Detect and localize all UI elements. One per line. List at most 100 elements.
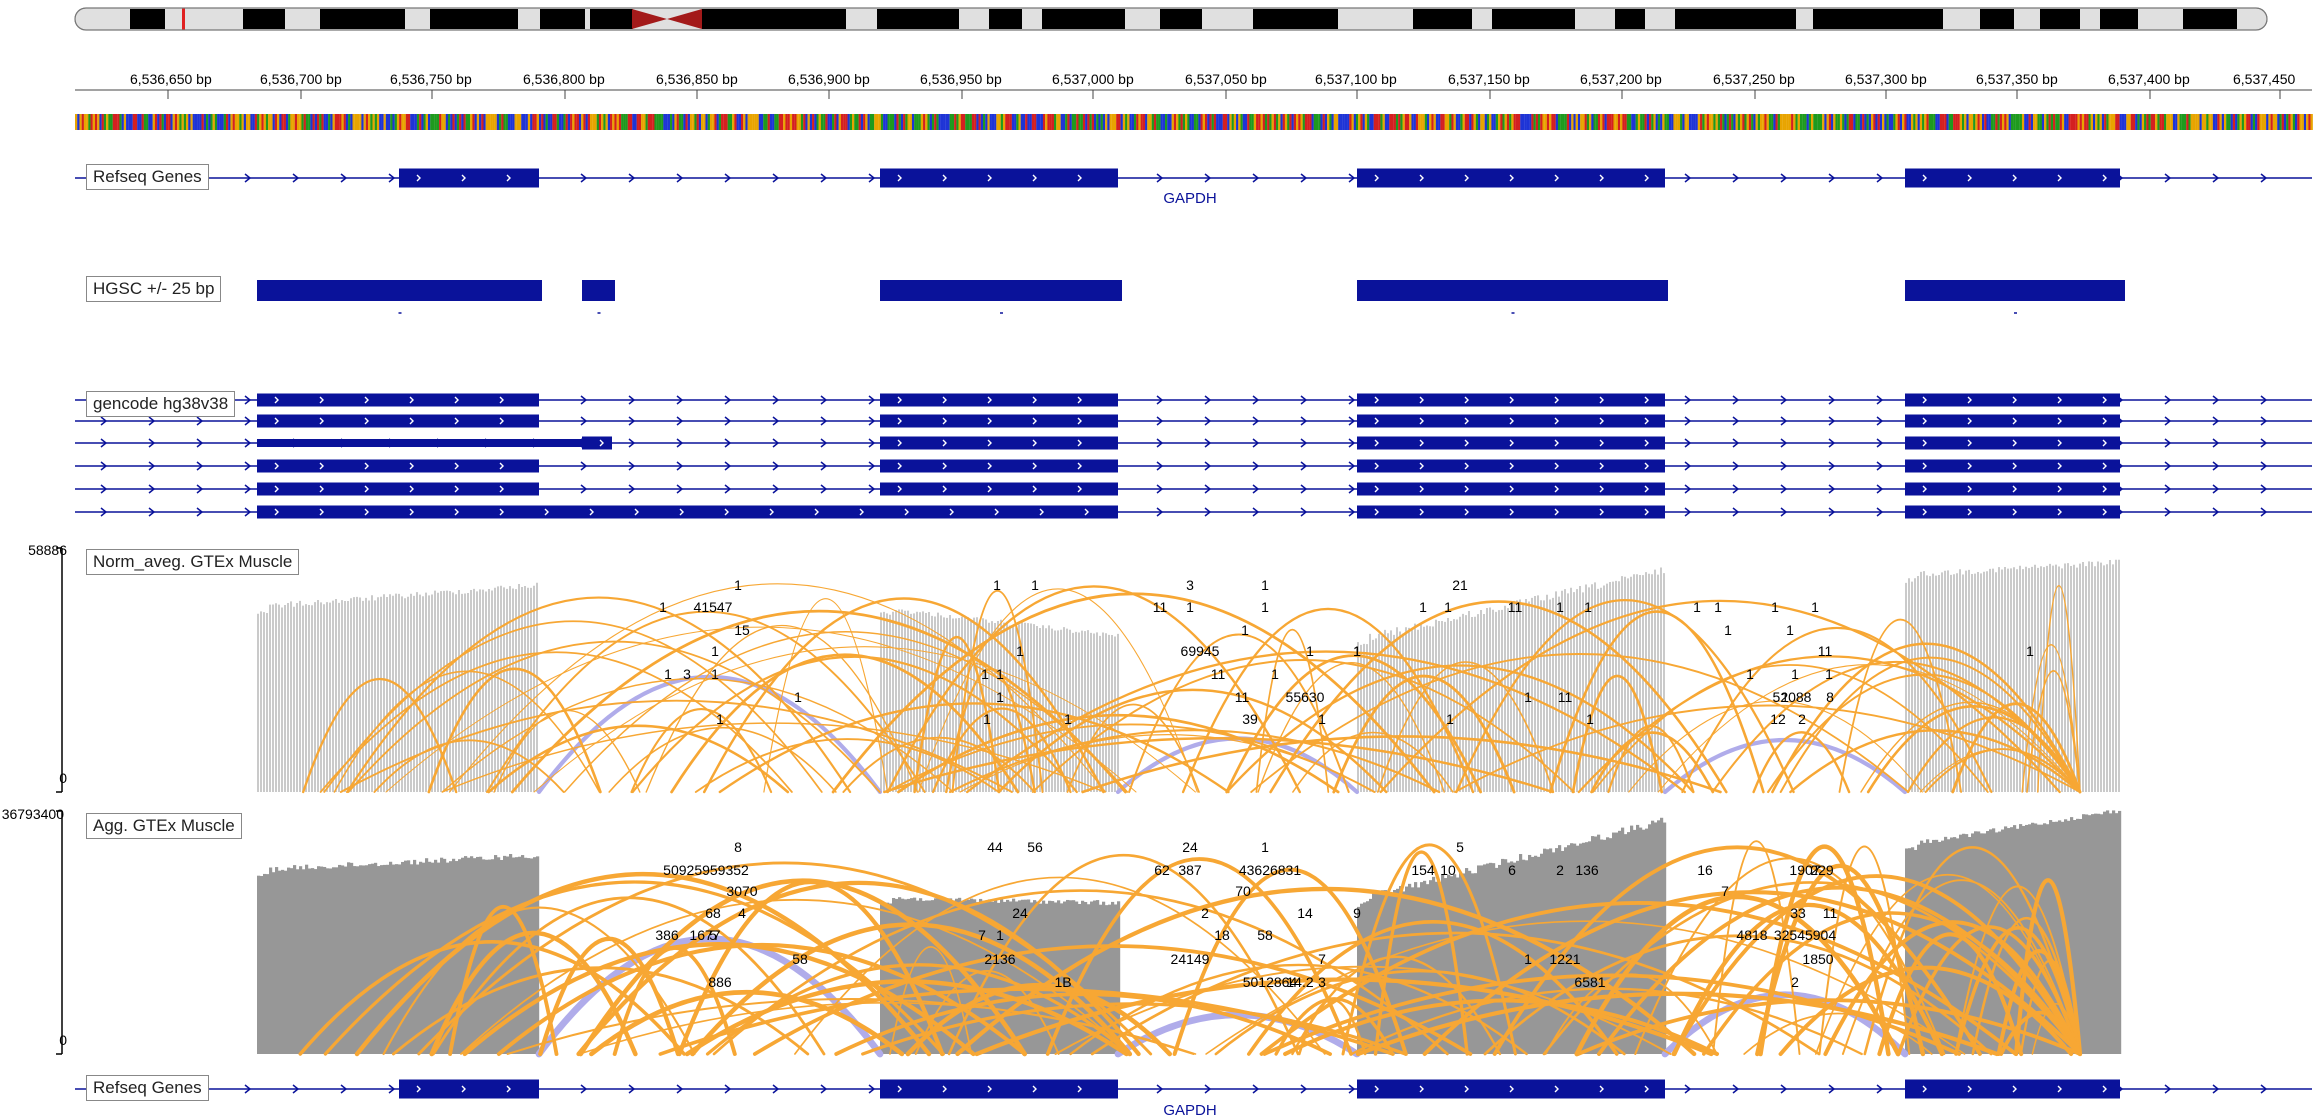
chromosome-ideogram[interactable] — [74, 7, 2268, 31]
sequence-base — [643, 114, 646, 130]
track-label-gencode[interactable]: gencode hg38v38 — [86, 391, 236, 417]
sequence-base — [1080, 114, 1083, 130]
exon-block — [1357, 168, 1665, 188]
sequence-base — [212, 114, 215, 130]
refseq-genes-track-bottom[interactable] — [75, 1079, 2312, 1099]
strand-arrow — [1156, 1084, 1164, 1094]
strand-arrow — [1252, 484, 1260, 494]
coverage-bar — [1027, 899, 1031, 1054]
coverage-bar — [940, 896, 944, 1054]
coverage-bar — [1471, 873, 1475, 1054]
coverage-bar — [1513, 862, 1517, 1054]
track-label-refseq-bottom[interactable]: Refseq Genes — [86, 1075, 209, 1101]
sequence-base — [996, 114, 999, 130]
strand-arrow — [868, 438, 876, 448]
junction-arc — [1262, 973, 1962, 1056]
strand-arrow — [676, 1084, 684, 1094]
junction-arc — [948, 729, 1441, 794]
sequence-base — [583, 114, 586, 130]
refseq-genes-track[interactable] — [75, 168, 2312, 188]
coverage-bar — [347, 862, 351, 1054]
gene-name-label-bottom[interactable]: GAPDH — [1163, 1102, 1216, 1117]
exon-strand-arrow — [1419, 508, 1424, 516]
sequence-base — [1076, 114, 1079, 130]
junction-arc — [1181, 608, 1475, 794]
sequence-base — [1344, 114, 1348, 130]
sequence-base — [2010, 114, 2014, 130]
sequence-base — [658, 114, 662, 130]
position-ruler[interactable]: 6,536,650 bp 6,536,700 bp 6,536,750 bp 6,53… — [75, 71, 2312, 99]
junction-count-label: 1 — [1031, 577, 1039, 593]
sequence-base — [181, 114, 184, 130]
exon-block — [1905, 393, 2120, 407]
exon-strand-arrow — [2012, 396, 2017, 404]
strand-arrow — [1684, 438, 1692, 448]
junction-arc — [441, 722, 1106, 793]
strand-arrow — [772, 461, 780, 471]
junction-count-label: 5 — [709, 927, 717, 943]
sequence-base — [1233, 114, 1237, 130]
sequence-base — [1424, 114, 1428, 130]
sequence-base — [2275, 114, 2278, 130]
exon-strand-arrow — [2102, 439, 2107, 447]
track-label-agg-coverage[interactable]: Agg. GTEx Muscle — [86, 813, 242, 839]
sequence-track[interactable] — [75, 114, 2313, 130]
junction-count-label: 11 — [1823, 905, 1838, 921]
sequence-base — [2017, 114, 2020, 130]
sequence-base — [694, 114, 697, 130]
sequence-base — [505, 114, 508, 130]
sequence-base — [1216, 114, 1219, 130]
sequence-base — [423, 114, 426, 130]
sequence-base — [1766, 114, 1769, 130]
sequence-base — [685, 114, 688, 130]
chromosome-band — [1813, 9, 1943, 29]
track-label-refseq[interactable]: Refseq Genes — [86, 164, 209, 190]
sequence-base — [1611, 114, 1614, 130]
track-label-hgsc[interactable]: HGSC +/- 25 bp — [86, 276, 222, 302]
strand-arrow — [772, 438, 780, 448]
sequence-base — [920, 114, 924, 130]
sequence-base — [2192, 114, 2196, 130]
sequence-base — [1364, 114, 1368, 130]
track-label-norm-coverage[interactable]: Norm_aveg. GTEx Muscle — [86, 549, 300, 575]
exon-strand-arrow — [1464, 396, 1469, 404]
coverage-bar — [359, 865, 363, 1054]
junction-arc — [1771, 642, 2082, 794]
strand-arrow — [580, 461, 588, 471]
gencode-transcripts-track[interactable] — [75, 393, 2312, 519]
sequence-base — [490, 114, 493, 130]
exon-strand-arrow — [1509, 396, 1514, 404]
sequence-base — [1737, 114, 1741, 130]
sequence-base — [263, 114, 266, 130]
coverage-bar — [530, 858, 534, 1054]
sequence-base — [432, 114, 435, 130]
coverage-bar — [1621, 827, 1625, 1054]
sequence-base — [1526, 114, 1530, 130]
agg-splice-junction-arcs[interactable] — [298, 840, 2083, 1058]
exon-strand-arrow — [897, 439, 902, 447]
coverage-bar — [272, 872, 276, 1054]
sequence-base — [1276, 114, 1279, 130]
exon-strand-arrow — [1077, 396, 1082, 404]
exon-strand-arrow — [1039, 508, 1044, 516]
sequence-base — [1180, 114, 1183, 130]
exon-strand-arrow — [897, 396, 902, 404]
norm-splice-junction-arcs[interactable] — [302, 583, 2082, 795]
sequence-base — [667, 114, 671, 130]
exon-strand-arrow — [1599, 462, 1604, 470]
exon-strand-arrow — [2102, 462, 2107, 470]
gene-name-label[interactable]: GAPDH — [1163, 190, 1216, 207]
sequence-base — [883, 114, 886, 130]
coverage-bar — [925, 900, 929, 1054]
sequence-base — [894, 114, 897, 130]
sequence-base — [1973, 114, 1976, 130]
strand-arrow — [820, 173, 828, 183]
exon-strand-arrow — [1644, 462, 1649, 470]
sequence-base — [1759, 114, 1763, 130]
sequence-base — [1928, 114, 1931, 130]
hgsc-regions-track[interactable] — [257, 280, 2125, 314]
coverage-bar — [518, 856, 522, 1054]
sequence-base — [1355, 114, 1359, 130]
coverage-bar — [2103, 811, 2107, 1054]
sequence-base — [607, 114, 611, 130]
